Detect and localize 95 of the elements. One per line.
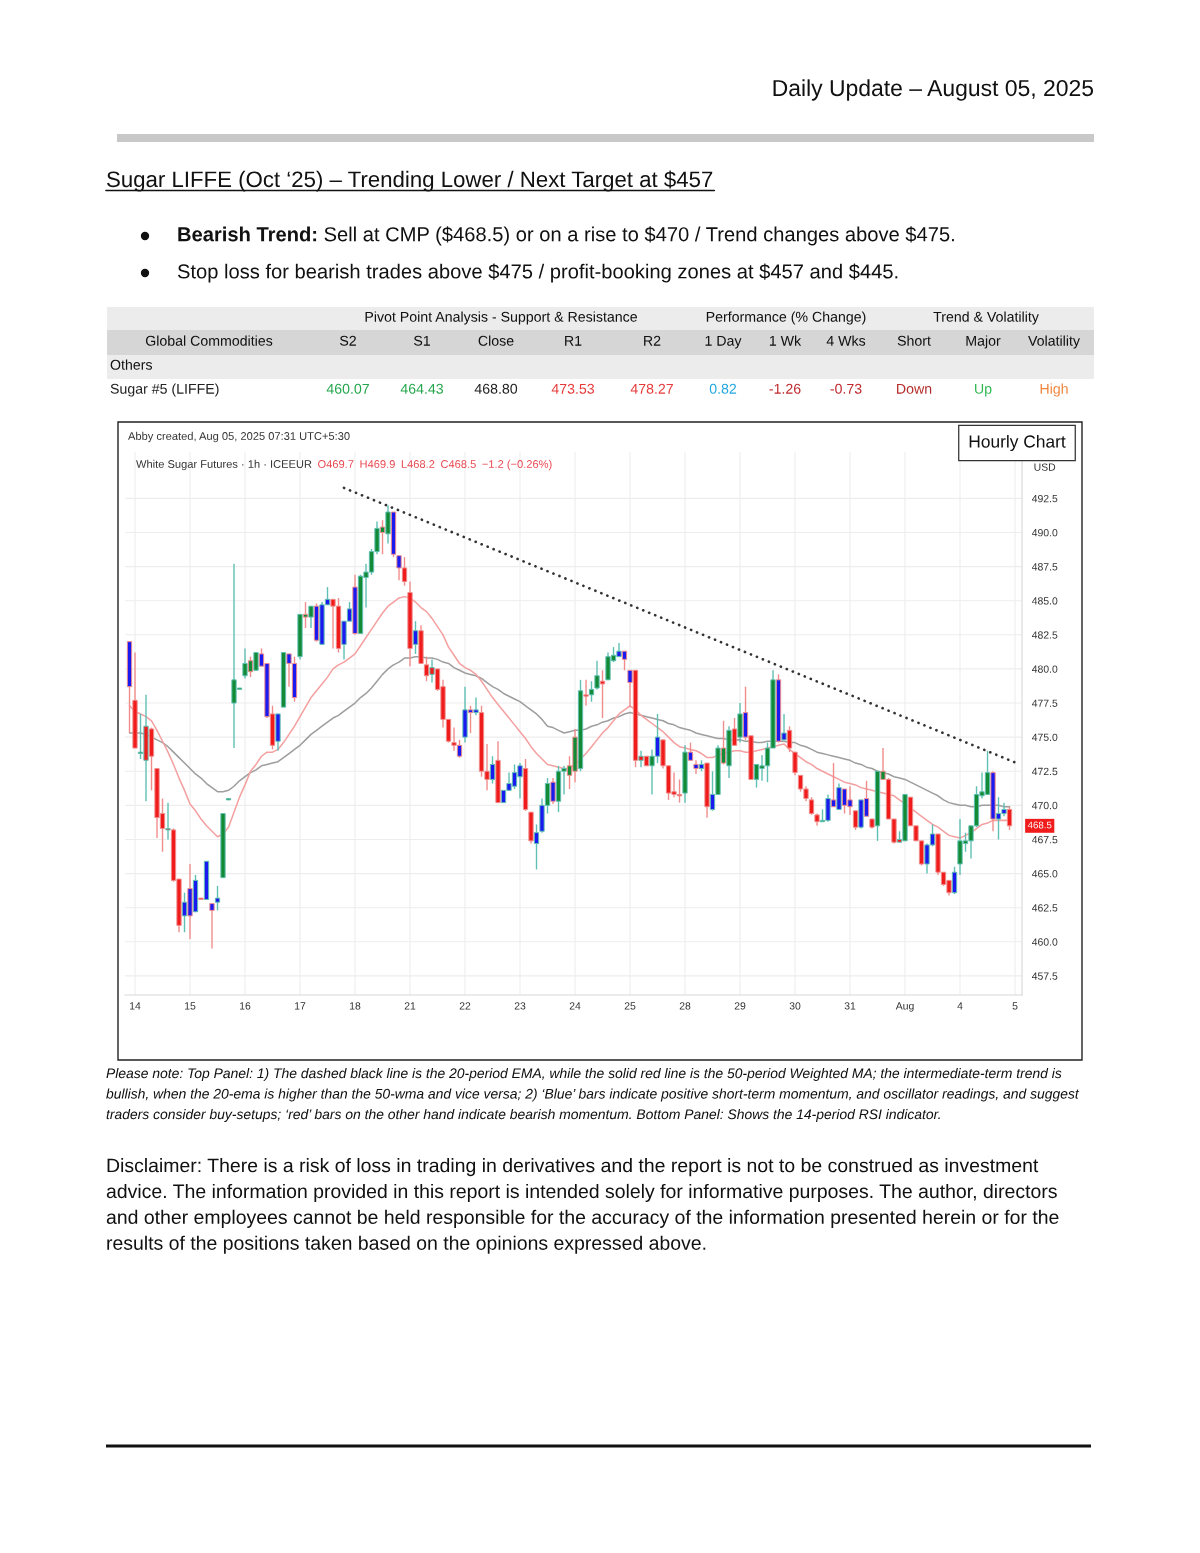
candlestick	[412, 620, 419, 655]
text: Major	[966, 335, 1001, 349]
text: Bearish Trend:	[178, 226, 317, 242]
text: Close	[478, 335, 514, 346]
y-tick-label: 477.5	[1031, 699, 1058, 707]
y-tick-label: 472.5	[1031, 767, 1058, 776]
x-tick-label: 21	[404, 1002, 416, 1010]
candlestick	[731, 717, 738, 747]
candlestick	[737, 702, 743, 744]
text: 4 Wks	[826, 335, 866, 346]
chart-title: Sugar LIFFE (Oct ‘25) – Trending Lower / Next Target at $457	[107, 170, 713, 192]
y-axis-title: USD	[1034, 463, 1056, 471]
text: R2	[644, 335, 661, 346]
text: 478.27	[630, 383, 673, 394]
candlestick	[951, 866, 958, 895]
x-tick-label: 15	[185, 1002, 196, 1010]
y-tick-label: 475.0	[1031, 733, 1058, 742]
x-tick-label: 25	[624, 1002, 636, 1010]
text: 1 Day	[705, 335, 742, 349]
y-tick-label: 462.5	[1031, 904, 1058, 912]
text: High	[1040, 383, 1068, 397]
candlestick	[1006, 806, 1013, 831]
text: -0.73	[830, 383, 862, 394]
x-tick-label: 22	[459, 1002, 471, 1010]
y-tick-label: 467.5	[1031, 835, 1058, 844]
text: S1	[413, 335, 430, 346]
x-tick-label: Aug	[895, 1002, 914, 1012]
text: Stop loss for bearish trades above $475 / profit-booking zones at $457 and $445.	[177, 263, 898, 283]
text: R1	[565, 335, 582, 346]
text: Performance (% Change)	[706, 311, 866, 325]
text: Please note: Top Panel: 1) The dashed black line is the 20-period EMA, while the solid red line is the 50-period Weighted MA; the intermediate-term trend is bullish, when the 20-ema is higher than the 50-wma and vice versa; 2) ‘Blue’ bars indicate positive short-term momentum, and oscillator readings, and suggest traders consider buy-setups; ‘red’ bars on the other hand indicate bearish momentum. Bottom Panel: Shows the 14-period RSI indicator.	[106, 1068, 1080, 1122]
text: Down	[897, 383, 932, 394]
y-tick-label: 457.5	[1031, 972, 1058, 980]
x-tick-label: 29	[734, 1002, 746, 1010]
candlestick	[214, 885, 221, 912]
text: 468.5	[1027, 821, 1052, 829]
y-tick-label: 470.0	[1031, 801, 1058, 810]
candlestick	[583, 679, 589, 707]
y-tick-label: 460.0	[1031, 938, 1058, 946]
text: Sell at CMP ($468.5) or on a rise to $470 / Trend changes above $475.	[324, 226, 954, 246]
annotation: O469.7	[318, 460, 354, 468]
text: Short	[897, 335, 931, 346]
x-tick-label: 5	[1012, 1002, 1018, 1010]
text: Sugar #5 (LIFFE)	[110, 383, 219, 397]
text: Volatility	[1028, 335, 1080, 349]
x-tick-label: 28	[679, 1002, 691, 1010]
text: Abby created, Aug 05, 2025 07:31 UTC+5:30	[128, 431, 350, 443]
candlestick	[599, 669, 606, 719]
line-series	[342, 486, 1017, 764]
x-tick-label: 18	[350, 1002, 361, 1010]
annotation: H469.9	[360, 460, 395, 468]
x-tick-label: 17	[295, 1002, 306, 1010]
x-tick-label: 24	[569, 1002, 581, 1010]
x-tick-label: 30	[789, 1002, 801, 1010]
text: Up	[975, 383, 992, 397]
annotation: C468.5	[441, 460, 476, 468]
text: 0.82	[709, 383, 737, 394]
candlestick	[792, 751, 798, 777]
x-tick-label: 4	[957, 1002, 963, 1010]
annotation: White Sugar Futures · 1h · ICEEUR	[136, 459, 312, 471]
y-tick-label: 492.5	[1031, 494, 1058, 503]
text: Hourly Chart	[969, 434, 1066, 452]
y-tick-label: 487.5	[1031, 563, 1058, 571]
x-tick-label: 14	[130, 1002, 141, 1010]
text: Trend & Volatility	[933, 311, 1039, 325]
text: 464.43	[400, 383, 444, 394]
y-tick-label: 485.0	[1031, 597, 1058, 605]
text: S2	[339, 335, 356, 346]
candlestick	[588, 680, 595, 703]
candlestick	[550, 777, 556, 805]
text: 468.80	[474, 383, 518, 394]
y-tick-label: 465.0	[1031, 870, 1058, 878]
candlestick	[209, 902, 215, 950]
y-tick-label: 482.5	[1031, 631, 1058, 639]
annotation: L468.2	[401, 460, 435, 468]
text: -1.26	[769, 383, 801, 394]
text: Others	[110, 359, 152, 370]
text: Global Commodities	[145, 335, 273, 346]
text: 473.53	[551, 383, 595, 394]
candlestick	[852, 810, 859, 831]
x-tick-label: 31	[844, 1002, 856, 1010]
candlestick	[489, 755, 496, 785]
text: Pivot Point Analysis - Support & Resistance	[365, 311, 637, 325]
text: 460.07	[326, 383, 369, 394]
text: Disclaimer: There is a risk of loss in trading in derivatives and the report is not to be construed as investment advice. The information provided in this report is intended solely for informative purposes. The author, directors and other employees cannot be held responsible for the accuracy of the information presented herein or for the results of the positions taken based on the opinions expressed above.	[106, 1158, 1059, 1254]
candlestick	[594, 660, 600, 691]
candlestick	[786, 725, 793, 753]
y-tick-label: 490.0	[1031, 529, 1058, 537]
chart-subtitle: Daily Update – August 05, 2025	[773, 79, 1094, 101]
candlestick	[533, 823, 540, 871]
x-tick-label: 23	[514, 1002, 526, 1010]
y-tick-label: 480.0	[1031, 665, 1058, 673]
annotation: −1.2 (−0.26%)	[482, 459, 552, 471]
x-tick-label: 16	[240, 1002, 251, 1010]
text: 1 Wk	[769, 335, 802, 346]
